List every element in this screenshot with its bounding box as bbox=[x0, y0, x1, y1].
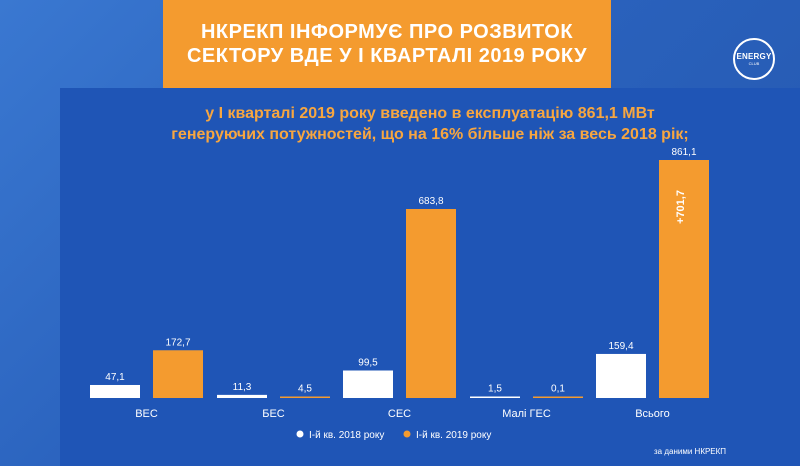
title-banner: НКРЕКП ІНФОРМУЄ ПРО РОЗВИТОК СЕКТОРУ ВДЕ… bbox=[163, 0, 611, 88]
logo-subtext: CLUB bbox=[748, 61, 760, 66]
legend-marker bbox=[403, 430, 411, 438]
subtitle-line-1: у І кварталі 2019 року введено в експлуа… bbox=[205, 105, 655, 122]
legend-label: І-й кв. 2019 року bbox=[416, 430, 491, 441]
growth-annotation: +701,7 bbox=[675, 190, 687, 224]
legend-label: І-й кв. 2018 року bbox=[309, 430, 384, 441]
subtitle: у І кварталі 2019 року введено в експлуа… bbox=[140, 103, 720, 145]
bar-2018-3 bbox=[343, 370, 393, 398]
category-label: Малі ГЕС bbox=[502, 408, 551, 420]
data-label: 11,3 bbox=[233, 382, 252, 393]
data-label: 4,5 bbox=[298, 384, 312, 395]
category-label: СЕС bbox=[388, 408, 411, 420]
bar-2019-2 bbox=[280, 396, 330, 398]
bar-2019-4 bbox=[533, 396, 583, 398]
title-line-2: СЕКТОРУ ВДЕ У І КВАРТАЛІ 2019 РОКУ bbox=[186, 45, 588, 67]
logo-text: ENERGY bbox=[736, 52, 772, 61]
data-label: 159,4 bbox=[608, 341, 633, 352]
data-label: 99,5 bbox=[358, 357, 378, 368]
bar-2019-3 bbox=[406, 209, 456, 398]
title-line-1: НКРЕКП ІНФОРМУЄ ПРО РОЗВИТОК bbox=[200, 21, 574, 43]
legend-marker bbox=[296, 430, 304, 438]
bar-2018-2 bbox=[217, 394, 267, 398]
bar-2019-5 bbox=[659, 160, 709, 398]
energy-club-logo: ENERGY CLUB bbox=[733, 38, 775, 80]
category-label: БЕС bbox=[262, 408, 285, 420]
category-label: ВЕС bbox=[135, 408, 158, 420]
bar-2018-4 bbox=[470, 396, 520, 398]
data-label: 172,7 bbox=[165, 337, 190, 348]
data-label: 861,1 bbox=[671, 147, 696, 158]
source-note: за даними НКРЕКП bbox=[654, 447, 727, 456]
bar-2019-1 bbox=[153, 350, 203, 398]
data-label: 683,8 bbox=[418, 196, 443, 207]
data-label: 0,1 bbox=[551, 384, 565, 395]
data-label: 1,5 bbox=[488, 384, 502, 395]
subtitle-line-2: генеруючих потужностей, що на 16% більше… bbox=[171, 126, 689, 143]
category-label: Всього bbox=[635, 408, 670, 420]
bar-2018-1 bbox=[90, 384, 140, 398]
bar-2018-5 bbox=[596, 353, 646, 398]
data-label: 47,1 bbox=[105, 372, 125, 383]
